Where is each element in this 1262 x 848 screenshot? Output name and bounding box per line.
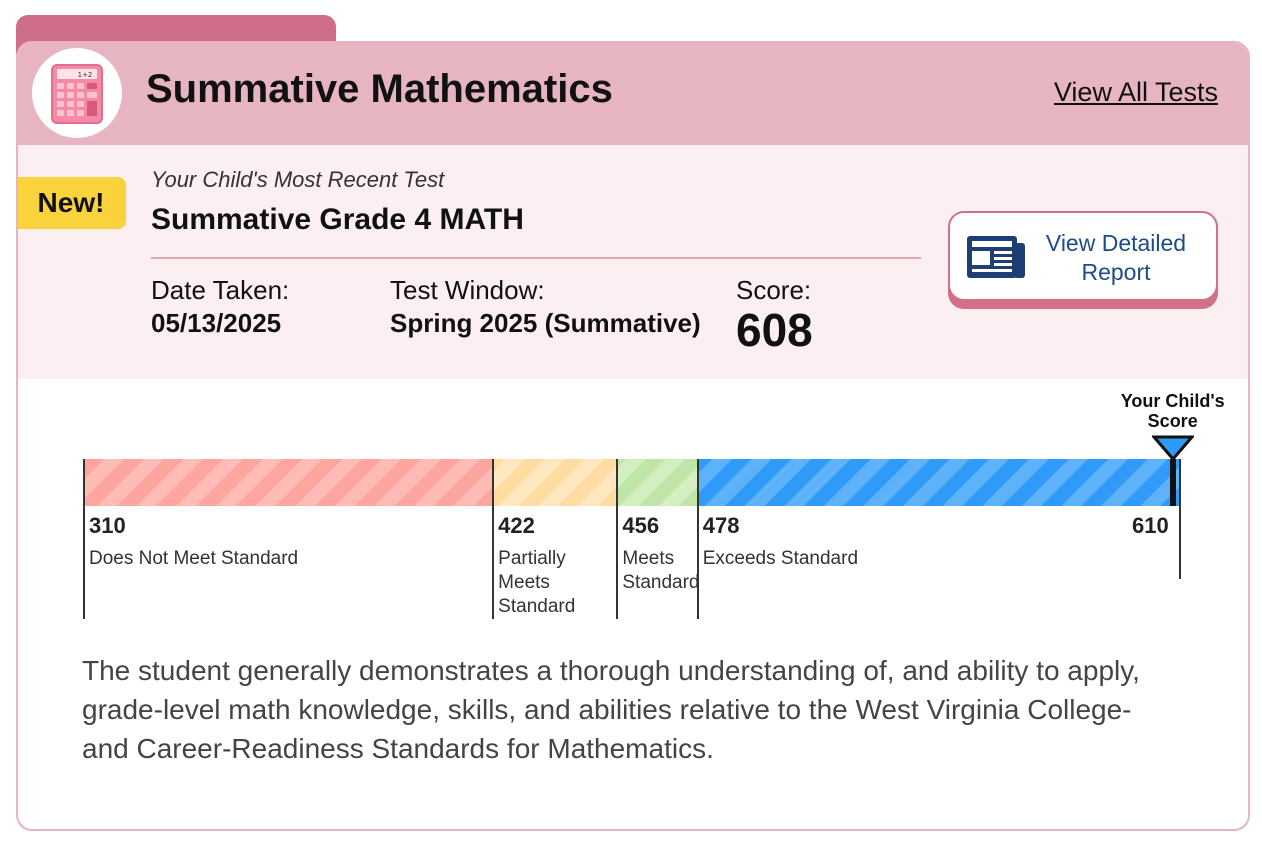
band-bar-3 [697,459,1180,506]
band-start-3: 478 [702,513,740,538]
card-header: 1+2 Summative Mathematics View All Tests [18,43,1248,145]
recent-test-panel: New! Your Child's Most Recent Test Summa… [18,145,1248,379]
test-window-value: Spring 2025 (Summative) [390,308,701,338]
band-start-2: 456 [622,513,660,538]
band-bar-2 [617,459,698,506]
band-label-0: Does Not Meet Standard [89,548,299,569]
newspaper-icon [967,236,1025,278]
band-start-0: 310 [89,513,126,538]
test-card: 1+2 Summative Mathematics View All Tests… [16,41,1250,831]
scale-end-line [1179,459,1181,579]
calculator-icon: 1+2 [32,48,122,138]
performance-description: The student generally demonstrates a tho… [82,655,1140,764]
divider [151,257,921,259]
card-title: Summative Mathematics [146,67,613,111]
score-value: 608 [736,304,813,356]
band-label-1: Partially Meets Standard [498,548,576,617]
band-start-1: 422 [498,513,535,538]
band-bar-0 [84,459,494,506]
recent-test-label: Your Child's Most Recent Test [151,167,445,192]
new-badge: New! [18,177,126,229]
band-divider-3 [696,459,699,619]
band-divider-0 [83,459,85,619]
band-label-3: Exceeds Standard [702,548,859,569]
test-name: Summative Grade 4 MATH [151,203,524,236]
score-label: Score: [736,275,812,305]
view-detailed-report-button[interactable]: View Detailed Report [948,211,1218,301]
score-marker-line [1169,459,1176,506]
score-marker-icon [1151,435,1194,461]
date-taken-label: Date Taken: [151,275,290,305]
band-label-2: Meets Standard [622,548,700,593]
view-detailed-report-label: View Detailed Report [1045,230,1187,285]
date-taken: Date Taken: 05/13/2025 [151,275,289,339]
date-taken-value: 05/13/2025 [151,308,282,338]
view-all-tests-link[interactable]: View All Tests [1053,77,1218,107]
calculator-display: 1+2 [78,71,93,79]
score-scale: 310 Does Not Meet Standard 422 Partially Me… [18,379,1248,649]
test-window: Test Window: Spring 2025 (Summative) [390,275,701,339]
band-divider-1 [492,459,495,619]
score-marker-label: Your Child's Score [1120,391,1225,431]
score: Score: 608 [736,275,813,356]
scale-max: 610 [1132,513,1169,538]
band-bar-1 [493,459,618,506]
band-divider-2 [616,459,619,619]
test-window-label: Test Window: [390,275,545,305]
